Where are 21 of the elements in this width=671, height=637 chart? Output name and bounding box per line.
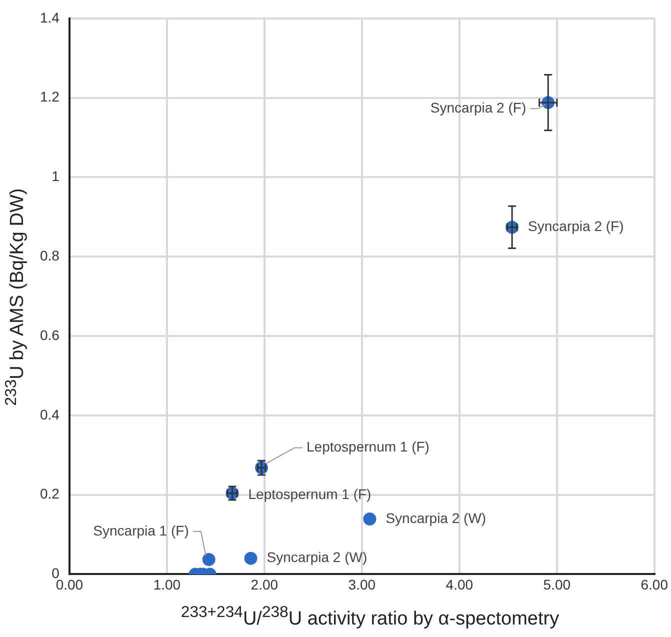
y-tick-label: 0.8: [40, 247, 60, 264]
y-tick-label: 1.4: [40, 9, 60, 26]
annotation: Syncarpia 1 (F): [93, 522, 189, 538]
x-axis-title: $^{233+234}$U/$^{238}$U activity ratio by α-spectometry: [180, 604, 560, 630]
y-tick-label: 0.2: [40, 486, 60, 502]
annotation: Leptospernum 1 (F): [306, 438, 430, 455]
x-tick-label: 1.00: [153, 576, 181, 592]
y-tick-label: 1: [52, 168, 60, 184]
annotation: Syncarpia 2 (F): [528, 218, 624, 234]
annotation: Syncarpia 2 (W): [266, 549, 368, 566]
y-tick-label: 0.4: [40, 406, 60, 422]
x-tick-label: 4.00: [446, 576, 474, 592]
x-tick-label: 3.00: [348, 576, 376, 592]
annotation: Syncarpia 2 (W): [386, 510, 486, 526]
y-tick-label: 0.6: [40, 326, 60, 343]
x-tick-label: 2.00: [250, 576, 278, 592]
x-tick-label: 5.00: [543, 576, 571, 592]
annotation: Syncarpia 2 (F): [430, 99, 526, 116]
y-tick-label: 1.2: [40, 88, 60, 105]
x-tick-label: 6.00: [640, 576, 668, 592]
annotation: Leptospernum 1 (F): [248, 486, 372, 502]
